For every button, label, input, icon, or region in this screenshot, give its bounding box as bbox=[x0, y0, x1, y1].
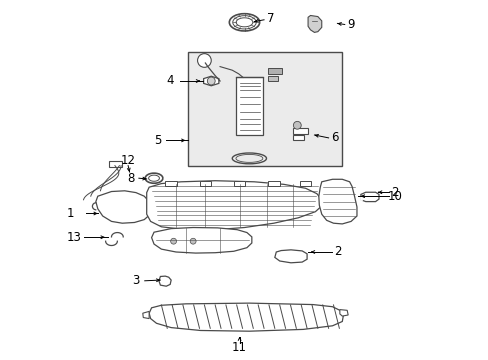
Polygon shape bbox=[159, 276, 171, 286]
Polygon shape bbox=[307, 15, 321, 32]
Circle shape bbox=[170, 238, 176, 244]
Bar bbox=[236, 77, 263, 135]
Text: 6: 6 bbox=[330, 131, 338, 144]
Polygon shape bbox=[360, 192, 378, 202]
Text: 4: 4 bbox=[166, 75, 174, 87]
Bar bbox=[233, 181, 245, 186]
Bar bbox=[188, 52, 342, 166]
Bar bbox=[267, 181, 279, 186]
Polygon shape bbox=[149, 303, 343, 331]
Bar bbox=[267, 68, 281, 74]
Text: 3: 3 bbox=[132, 274, 140, 287]
Bar bbox=[299, 181, 311, 186]
Polygon shape bbox=[96, 191, 150, 223]
Bar bbox=[293, 135, 304, 140]
Text: 8: 8 bbox=[127, 172, 135, 185]
Bar bbox=[108, 161, 122, 167]
Circle shape bbox=[197, 54, 211, 67]
Text: 10: 10 bbox=[387, 190, 402, 203]
Polygon shape bbox=[142, 311, 149, 319]
Text: 12: 12 bbox=[121, 154, 135, 167]
Bar bbox=[165, 181, 177, 186]
Polygon shape bbox=[318, 179, 356, 224]
Text: 2: 2 bbox=[390, 186, 398, 199]
Bar bbox=[199, 181, 211, 186]
Polygon shape bbox=[274, 250, 306, 263]
Text: 13: 13 bbox=[67, 231, 81, 244]
Text: 2: 2 bbox=[333, 246, 341, 258]
Circle shape bbox=[293, 121, 301, 129]
Polygon shape bbox=[203, 76, 219, 86]
Text: 7: 7 bbox=[266, 12, 274, 25]
Circle shape bbox=[207, 77, 215, 85]
Text: 9: 9 bbox=[346, 18, 354, 31]
Bar bbox=[267, 76, 277, 81]
Polygon shape bbox=[151, 228, 251, 253]
Polygon shape bbox=[339, 310, 347, 316]
Bar bbox=[293, 128, 307, 134]
Circle shape bbox=[190, 238, 196, 244]
Text: 1: 1 bbox=[67, 207, 75, 220]
Text: 11: 11 bbox=[232, 341, 246, 354]
Polygon shape bbox=[146, 181, 321, 230]
Text: 5: 5 bbox=[153, 134, 161, 147]
